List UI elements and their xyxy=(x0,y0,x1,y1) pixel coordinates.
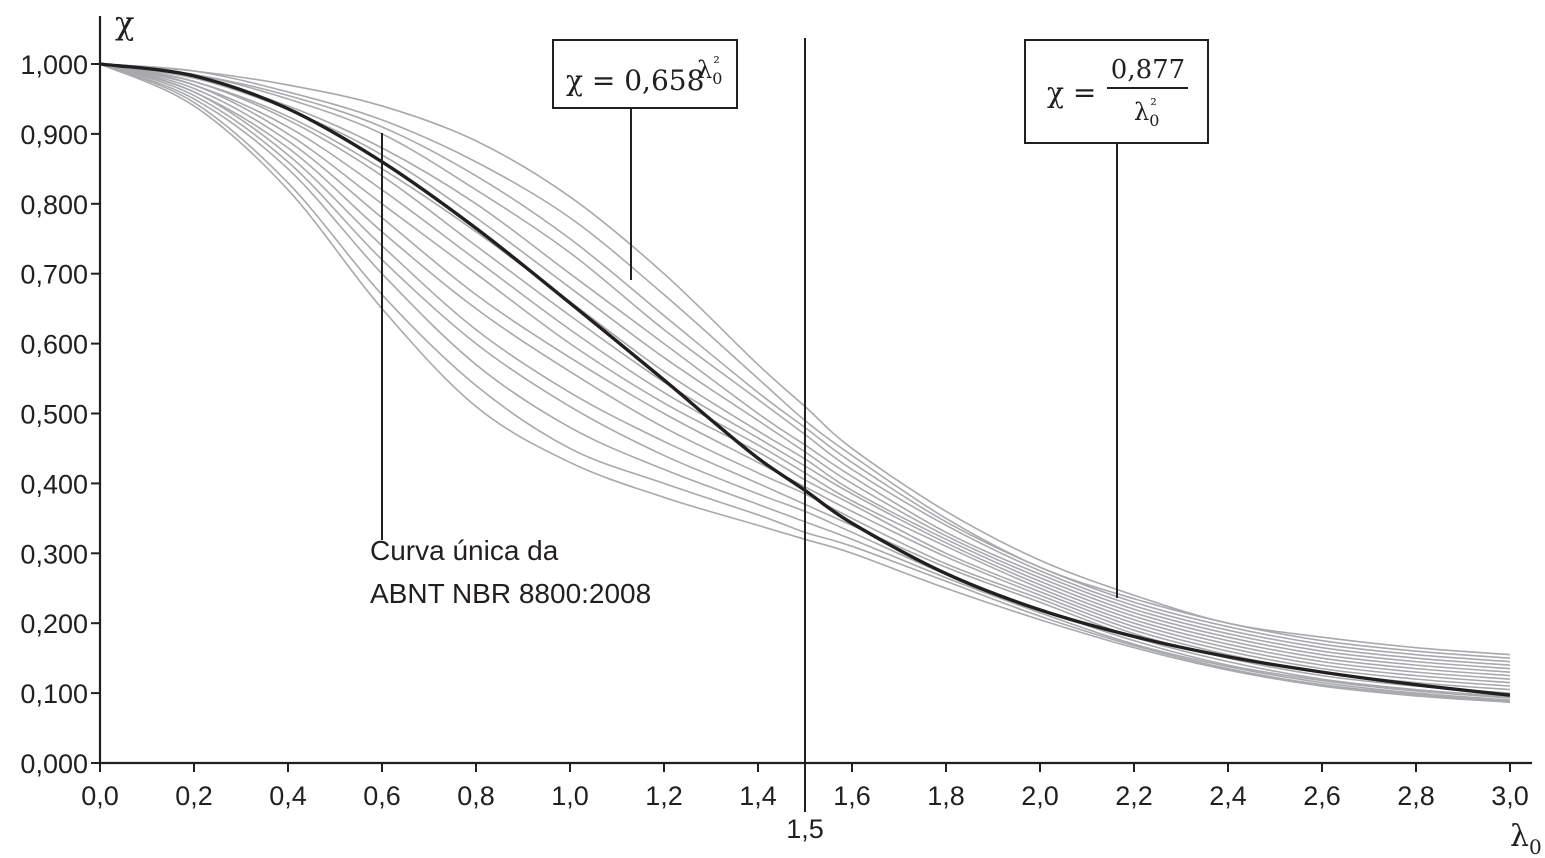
x-tick-label: 0,0 xyxy=(81,781,119,811)
x-tick-label: 0,4 xyxy=(269,781,307,811)
axes: χ λ0 1,5 xyxy=(100,4,1542,858)
x-tick-label: 1,8 xyxy=(927,781,965,811)
x-tick-label: 0,2 xyxy=(175,781,213,811)
formula-2-denominator: λ0² xyxy=(1134,95,1159,130)
y-tick-label: 0,000 xyxy=(20,749,88,779)
x-tick-label: 1,4 xyxy=(739,781,777,811)
y-tick-label: 1,000 xyxy=(20,50,88,80)
y-tick-label: 0,200 xyxy=(20,609,88,639)
annotations: Curva única da ABNT NBR 8800:2008 χ = 0,65… xyxy=(370,40,1208,609)
highlight-line-label: 1,5 xyxy=(786,814,824,844)
formula-2-numerator: 0,877 xyxy=(1111,55,1185,85)
formula-1-exponent: λ0² xyxy=(697,53,722,88)
x-tick-label: 0,6 xyxy=(363,781,401,811)
y-tick-label: 0,700 xyxy=(20,260,88,290)
x-tick-label: 3,0 xyxy=(1491,781,1529,811)
y-axis-title: χ xyxy=(115,4,134,42)
x-tick-label: 2,8 xyxy=(1397,781,1435,811)
y-tick-label: 0,900 xyxy=(20,120,88,150)
formula-1: χ = 0,658 xyxy=(566,64,704,97)
x-tick-label: 0,8 xyxy=(457,781,495,811)
y-tick-label: 0,500 xyxy=(20,400,88,430)
x-tick-label: 2,6 xyxy=(1303,781,1341,811)
annotation-abnt-line-1: Curva única da xyxy=(370,535,559,566)
y-tick-label: 0,300 xyxy=(20,539,88,569)
ticks: 0,0 0,2 0,4 0,6 0,8 1,0 1,2 1,4 1,6 1,8 2,0 2,2 2,4 2… xyxy=(20,50,1528,811)
x-tick-label: 1,2 xyxy=(645,781,683,811)
y-tick-label: 0,800 xyxy=(20,190,88,220)
x-tick-label: 2,2 xyxy=(1115,781,1153,811)
y-tick-label: 0,100 xyxy=(20,679,88,709)
y-tick-label: 0,600 xyxy=(20,330,88,360)
x-tick-label: 1,6 xyxy=(833,781,871,811)
y-tick-label: 0,400 xyxy=(20,469,88,499)
x-tick-label: 1,0 xyxy=(551,781,589,811)
x-tick-label: 2,4 xyxy=(1209,781,1247,811)
formula-2-lhs: χ = xyxy=(1047,76,1096,109)
annotation-abnt-line-2: ABNT NBR 8800:2008 xyxy=(370,578,651,609)
x-tick-label: 2,0 xyxy=(1021,781,1059,811)
x-axis-title: λ0 xyxy=(1510,819,1542,858)
